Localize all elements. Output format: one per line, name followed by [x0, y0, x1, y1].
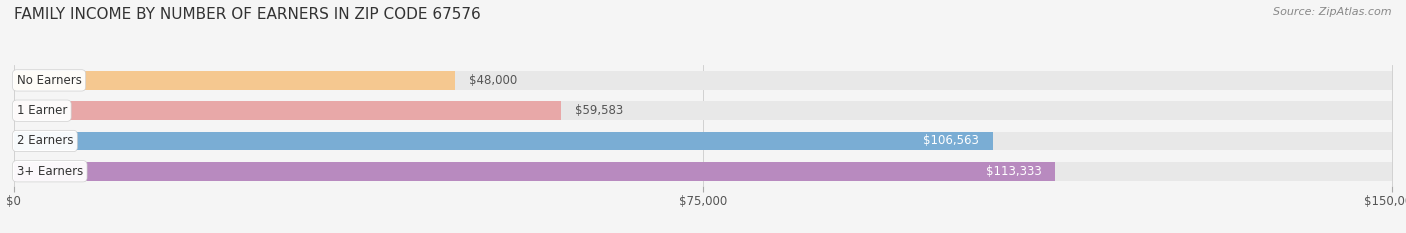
Text: 2 Earners: 2 Earners	[17, 134, 73, 147]
Bar	[14, 71, 1392, 90]
Bar	[14, 132, 1392, 150]
Bar	[14, 101, 561, 120]
Text: $48,000: $48,000	[468, 74, 517, 87]
Text: 3+ Earners: 3+ Earners	[17, 165, 83, 178]
Text: No Earners: No Earners	[17, 74, 82, 87]
Bar	[14, 71, 456, 90]
Text: $106,563: $106,563	[924, 134, 979, 147]
Bar	[14, 132, 993, 150]
Bar	[14, 162, 1392, 181]
Text: FAMILY INCOME BY NUMBER OF EARNERS IN ZIP CODE 67576: FAMILY INCOME BY NUMBER OF EARNERS IN ZI…	[14, 7, 481, 22]
Text: Source: ZipAtlas.com: Source: ZipAtlas.com	[1274, 7, 1392, 17]
Text: 1 Earner: 1 Earner	[17, 104, 67, 117]
Text: $59,583: $59,583	[575, 104, 623, 117]
Bar	[14, 162, 1054, 181]
Text: $113,333: $113,333	[986, 165, 1042, 178]
Bar	[14, 101, 1392, 120]
